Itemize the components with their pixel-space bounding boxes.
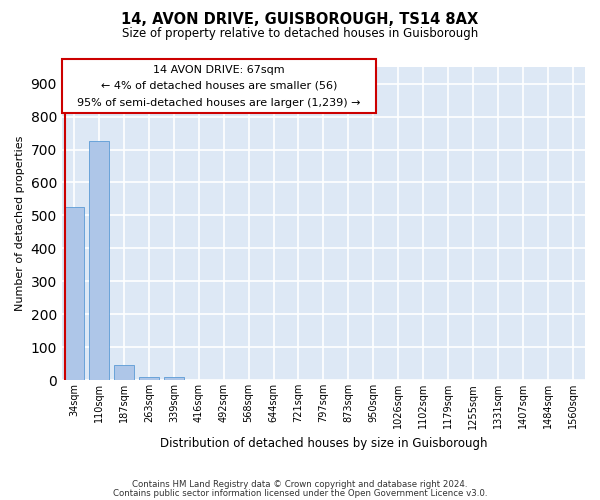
Bar — [139, 376, 159, 380]
Bar — [89, 141, 109, 380]
Bar — [164, 377, 184, 380]
FancyBboxPatch shape — [62, 60, 376, 112]
Text: Size of property relative to detached houses in Guisborough: Size of property relative to detached ho… — [122, 28, 478, 40]
Text: Contains HM Land Registry data © Crown copyright and database right 2024.: Contains HM Land Registry data © Crown c… — [132, 480, 468, 489]
Text: 14, AVON DRIVE, GUISBOROUGH, TS14 8AX: 14, AVON DRIVE, GUISBOROUGH, TS14 8AX — [121, 12, 479, 28]
X-axis label: Distribution of detached houses by size in Guisborough: Distribution of detached houses by size … — [160, 437, 487, 450]
Y-axis label: Number of detached properties: Number of detached properties — [15, 136, 25, 312]
Text: 95% of semi-detached houses are larger (1,239) →: 95% of semi-detached houses are larger (… — [77, 98, 361, 108]
Bar — [114, 365, 134, 380]
Text: ← 4% of detached houses are smaller (56): ← 4% of detached houses are smaller (56) — [101, 81, 337, 91]
Text: Contains public sector information licensed under the Open Government Licence v3: Contains public sector information licen… — [113, 489, 487, 498]
Text: 14 AVON DRIVE: 67sqm: 14 AVON DRIVE: 67sqm — [153, 65, 284, 75]
Bar — [64, 207, 84, 380]
